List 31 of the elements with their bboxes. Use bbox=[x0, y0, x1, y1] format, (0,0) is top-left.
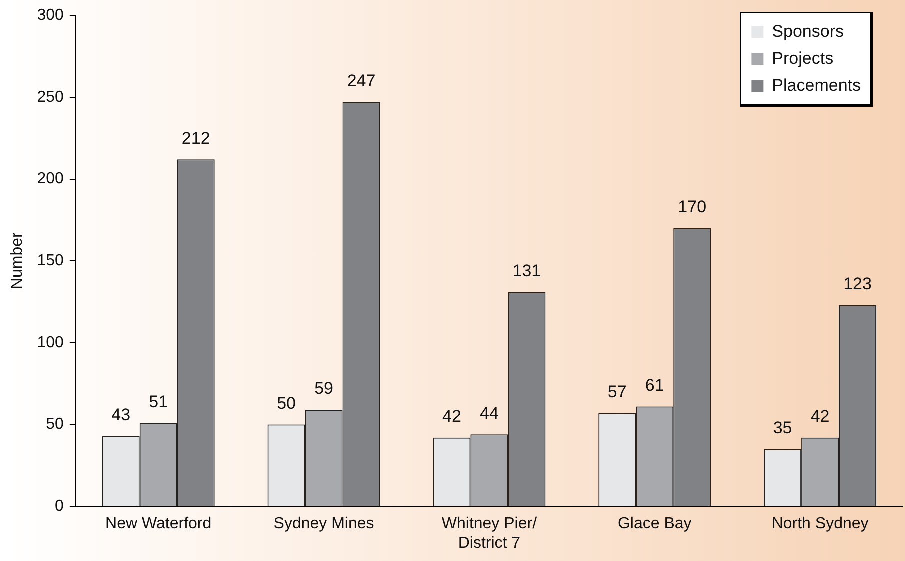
y-tick-label: 200 bbox=[37, 170, 64, 188]
data-label: 42 bbox=[810, 407, 830, 426]
data-label: 42 bbox=[442, 407, 462, 426]
x-tick-label: North Sydney bbox=[772, 516, 869, 533]
x-tick-label: Sydney Mines bbox=[274, 516, 374, 533]
data-label: 59 bbox=[314, 379, 334, 398]
data-label: 35 bbox=[773, 418, 792, 438]
x-tick-label: New Waterford bbox=[106, 516, 212, 533]
data-label: 61 bbox=[645, 376, 664, 395]
legend-label: Sponsors bbox=[772, 22, 844, 41]
data-label: 123 bbox=[844, 274, 872, 294]
data-label: 131 bbox=[512, 261, 542, 280]
data-label: 170 bbox=[678, 198, 707, 217]
data-label: 247 bbox=[347, 72, 376, 91]
data-label: 51 bbox=[149, 392, 168, 412]
y-tick-label: 50 bbox=[46, 416, 64, 434]
y-tick-label: 100 bbox=[37, 334, 64, 352]
y-axis-title: Number bbox=[9, 232, 26, 290]
data-label: 212 bbox=[182, 128, 210, 148]
data-label: 43 bbox=[112, 405, 131, 424]
legend-label: Projects bbox=[772, 48, 834, 68]
legend-label: Placements bbox=[772, 76, 862, 95]
y-tick-label: 0 bbox=[54, 498, 64, 516]
y-tick-label: 150 bbox=[37, 252, 64, 270]
x-tick-label: Whitney Pier/ District 7 bbox=[442, 516, 538, 552]
y-tick-label: 250 bbox=[37, 88, 64, 106]
data-label: 57 bbox=[608, 382, 627, 402]
data-label: 44 bbox=[480, 404, 499, 423]
x-tick-label: Glace Bay bbox=[618, 516, 692, 533]
data-label: 50 bbox=[277, 394, 296, 413]
y-tick-label: 300 bbox=[37, 7, 64, 24]
